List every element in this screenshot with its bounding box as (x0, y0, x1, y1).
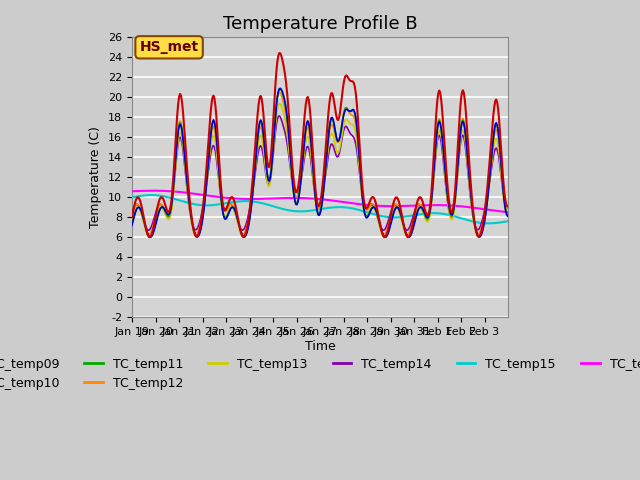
Text: HS_met: HS_met (140, 40, 198, 54)
X-axis label: Time: Time (305, 340, 335, 353)
Legend: TC_temp09, TC_temp10, TC_temp11, TC_temp12, TC_temp13, TC_temp14, TC_temp15, TC_: TC_temp09, TC_temp10, TC_temp11, TC_temp… (0, 353, 640, 395)
Title: Temperature Profile B: Temperature Profile B (223, 15, 417, 33)
Y-axis label: Temperature (C): Temperature (C) (90, 126, 102, 228)
